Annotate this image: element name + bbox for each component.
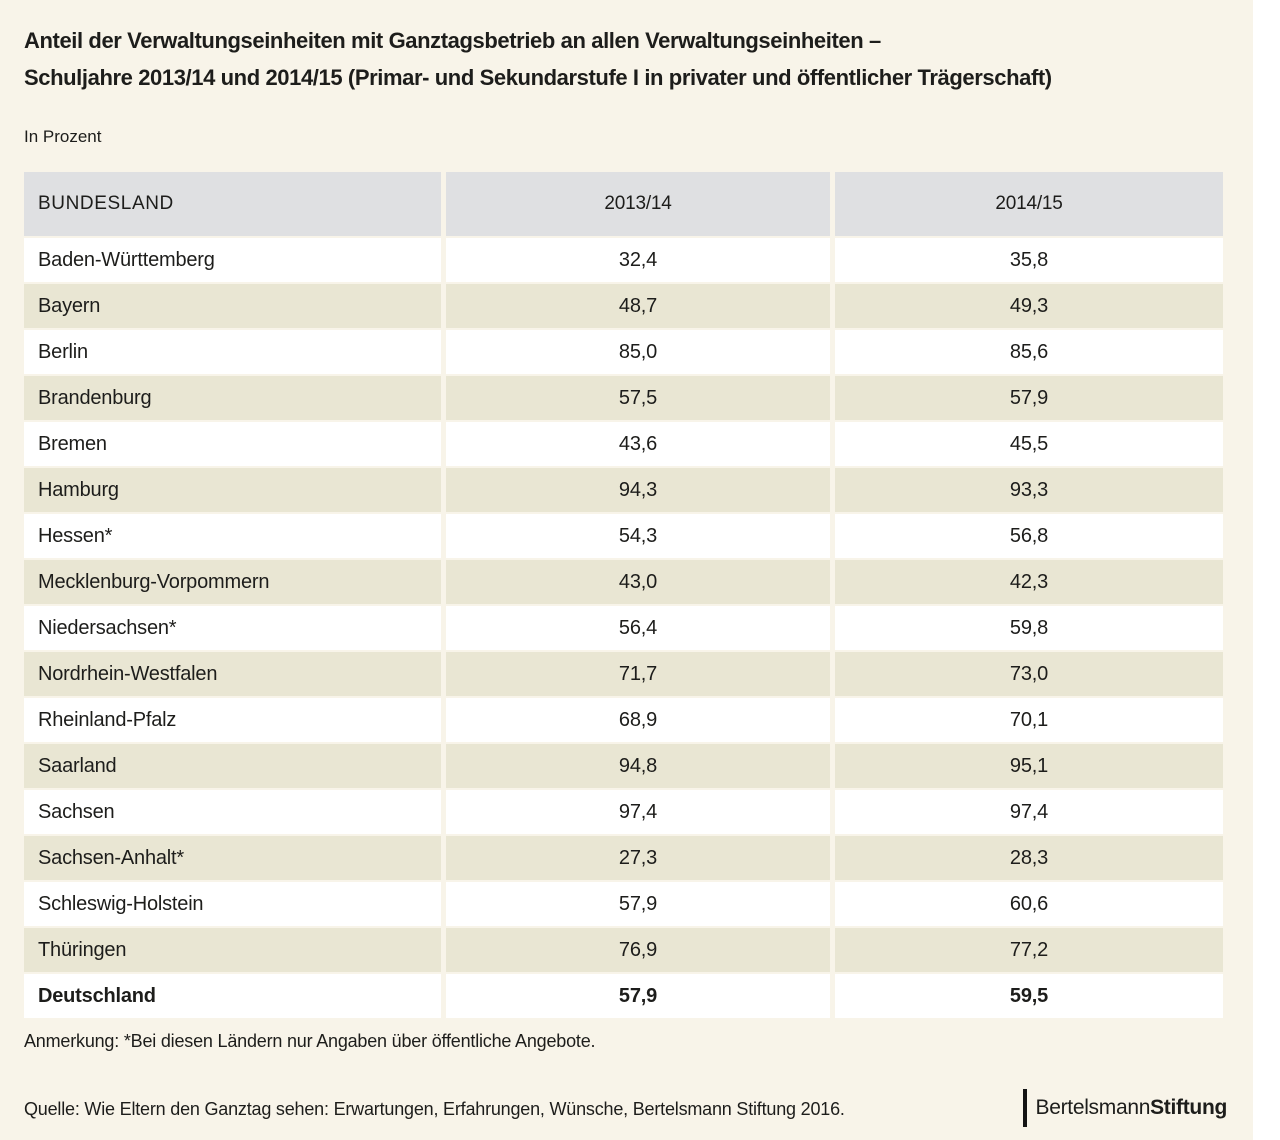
state-name-cell: Berlin — [24, 330, 441, 374]
value-2014-15-cell: 59,8 — [835, 606, 1223, 650]
value-2014-15-cell: 35,8 — [835, 238, 1223, 282]
value-2013-14-cell: 85,0 — [446, 330, 830, 374]
state-name-cell: Mecklenburg-Vorpommern — [24, 560, 441, 604]
state-name-cell: Bayern — [24, 284, 441, 328]
value-2014-15-cell: 56,8 — [835, 514, 1223, 558]
logo-brand-bold: Stiftung — [1150, 1096, 1227, 1119]
column-header-bundesland: BUNDESLAND — [24, 172, 441, 236]
value-2013-14-cell: 32,4 — [446, 238, 830, 282]
value-2013-14-cell: 43,6 — [446, 422, 830, 466]
state-name-cell: Deutschland — [24, 974, 441, 1018]
logo-brand-regular: Bertelsmann — [1035, 1096, 1151, 1119]
value-2014-15-cell: 97,4 — [835, 790, 1223, 834]
value-2013-14-cell: 54,3 — [446, 514, 830, 558]
logo-wordmark: BertelsmannStiftung — [1036, 1096, 1228, 1120]
value-2013-14-cell: 27,3 — [446, 836, 830, 880]
state-name-cell: Niedersachsen* — [24, 606, 441, 650]
value-2013-14-cell: 94,8 — [446, 744, 830, 788]
value-2014-15-cell: 28,3 — [835, 836, 1223, 880]
column-header-2014-15: 2014/15 — [835, 172, 1223, 236]
state-name-cell: Sachsen — [24, 790, 441, 834]
state-name-cell: Bremen — [24, 422, 441, 466]
value-2013-14-cell: 43,0 — [446, 560, 830, 604]
value-2014-15-cell: 85,6 — [835, 330, 1223, 374]
value-2014-15-cell: 70,1 — [835, 698, 1223, 742]
value-2014-15-cell: 93,3 — [835, 468, 1223, 512]
data-table: BUNDESLAND 2013/14 2014/15 Baden-Württem… — [24, 172, 1223, 1018]
value-2014-15-cell: 95,1 — [835, 744, 1223, 788]
value-2013-14-cell: 57,9 — [446, 974, 830, 1018]
bertelsmann-stiftung-logo: BertelsmannStiftung — [1022, 1089, 1228, 1127]
value-2013-14-cell: 76,9 — [446, 928, 830, 972]
value-2013-14-cell: 71,7 — [446, 652, 830, 696]
value-2014-15-cell: 60,6 — [835, 882, 1223, 926]
column-header-2013-14: 2013/14 — [446, 172, 830, 236]
value-2013-14-cell: 94,3 — [446, 468, 830, 512]
value-2014-15-cell: 59,5 — [835, 974, 1223, 1018]
value-2013-14-cell: 56,4 — [446, 606, 830, 650]
state-name-cell: Sachsen-Anhalt* — [24, 836, 441, 880]
page-title-line2: Schuljahre 2013/14 und 2014/15 (Primar- … — [24, 65, 1052, 90]
value-2014-15-cell: 77,2 — [835, 928, 1223, 972]
value-2014-15-cell: 73,0 — [835, 652, 1223, 696]
infographic-canvas: Anteil der Verwaltungseinheiten mit Ganz… — [0, 0, 1253, 1140]
value-2014-15-cell: 45,5 — [835, 422, 1223, 466]
value-2013-14-cell: 57,5 — [446, 376, 830, 420]
state-name-cell: Saarland — [24, 744, 441, 788]
state-name-cell: Rheinland-Pfalz — [24, 698, 441, 742]
footnote: Anmerkung: *Bei diesen Ländern nur Angab… — [24, 1031, 596, 1051]
value-2014-15-cell: 49,3 — [835, 284, 1223, 328]
value-2013-14-cell: 57,9 — [446, 882, 830, 926]
state-name-cell: Baden-Württemberg — [24, 238, 441, 282]
value-2014-15-cell: 57,9 — [835, 376, 1223, 420]
unit-label: In Prozent — [24, 127, 102, 146]
value-2013-14-cell: 48,7 — [446, 284, 830, 328]
state-name-cell: Brandenburg — [24, 376, 441, 420]
page-title-line1: Anteil der Verwaltungseinheiten mit Ganz… — [24, 28, 881, 53]
value-2014-15-cell: 42,3 — [835, 560, 1223, 604]
state-name-cell: Hamburg — [24, 468, 441, 512]
state-name-cell: Schleswig-Holstein — [24, 882, 441, 926]
state-name-cell: Nordrhein-Westfalen — [24, 652, 441, 696]
source-text: Quelle: Wie Eltern den Ganztag sehen: Er… — [24, 1099, 845, 1119]
logo-bar-icon — [1022, 1089, 1027, 1127]
value-2013-14-cell: 68,9 — [446, 698, 830, 742]
state-name-cell: Hessen* — [24, 514, 441, 558]
page-title: Anteil der Verwaltungseinheiten mit Ganz… — [24, 22, 1052, 96]
value-2013-14-cell: 97,4 — [446, 790, 830, 834]
state-name-cell: Thüringen — [24, 928, 441, 972]
